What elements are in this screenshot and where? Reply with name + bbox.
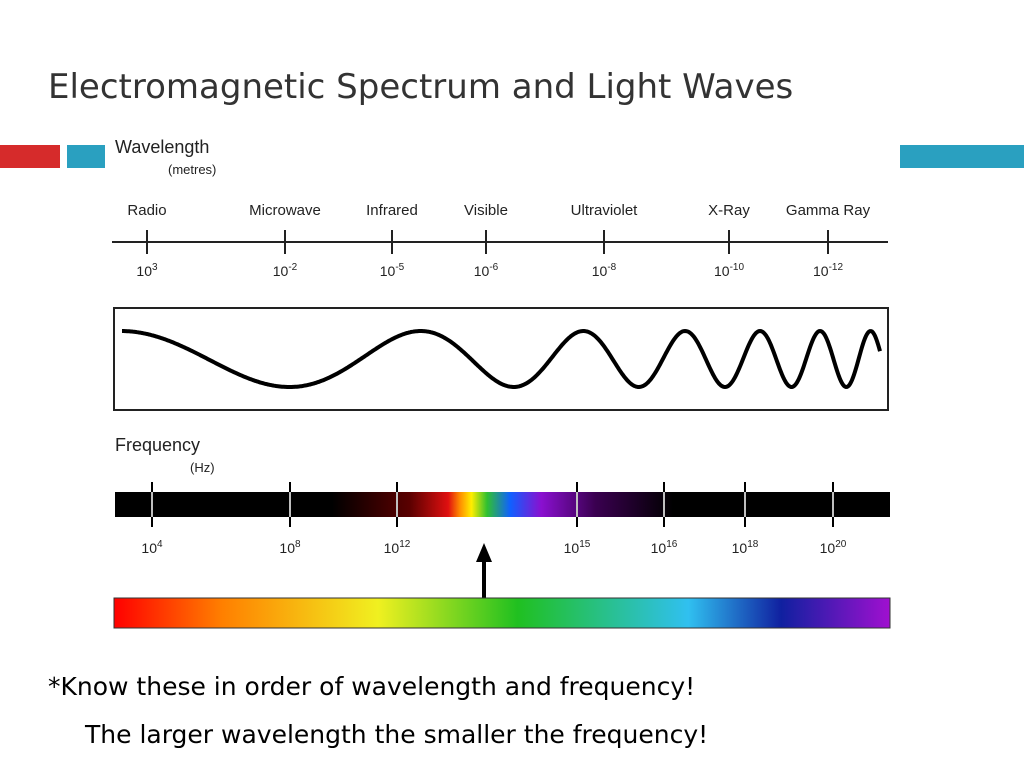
frequency-label: Frequency [115,435,200,455]
accent-bar [67,145,105,168]
wavelength-unit: (metres) [168,162,216,177]
power-label: 104 [141,539,163,556]
power-base: 10 [136,263,152,279]
frequency-unit: (Hz) [190,460,215,475]
note: The larger wavelength the smaller the fr… [84,720,708,749]
wave [122,328,882,390]
band-name: Visible [464,202,508,219]
power-exponent: 4 [157,539,163,550]
power-exponent: -8 [607,262,616,273]
visible-spectrum [113,597,891,629]
power-exponent: -2 [288,262,297,273]
power-base: 10 [564,540,580,556]
power-base: 10 [141,540,157,556]
power-exponent: 20 [835,539,847,550]
power-base: 10 [732,540,748,556]
power-label: 1018 [732,539,759,556]
power-label: 1016 [651,539,678,556]
power-label: 1012 [384,539,411,556]
power-label: 10-5 [380,262,405,279]
power-base: 10 [273,263,289,279]
power-exponent: 18 [747,539,759,550]
power-label: 1020 [820,539,847,556]
power-exponent: -5 [395,262,404,273]
band-name: Infrared [366,202,418,219]
band-name: Gamma Ray [786,202,871,219]
wave-box [113,307,889,411]
wavelength-label: Wavelength [115,137,209,157]
power-base: 10 [474,263,490,279]
accent-bar [0,145,60,168]
power-base: 10 [380,263,396,279]
power-label: 103 [136,262,158,279]
power-base: 10 [279,540,295,556]
power-label: 1015 [564,539,591,556]
spectrum-bar [115,492,890,517]
power-base: 10 [820,540,836,556]
power-label: 10-10 [714,262,744,279]
power-exponent: 16 [666,539,678,550]
slide-title: Electromagnetic Spectrum and Light Waves [48,67,793,107]
band-name: X-Ray [708,202,750,219]
power-base: 10 [813,263,829,279]
power-base: 10 [592,263,608,279]
note: *Know these in order of wavelength and f… [48,672,695,701]
power-base: 10 [714,263,730,279]
power-label: 10-6 [474,262,499,279]
power-exponent: 3 [152,262,158,273]
power-label: 10-12 [813,262,843,279]
power-exponent: -10 [730,262,745,273]
power-label: 10-8 [592,262,617,279]
band-name: Microwave [249,202,321,219]
accent-bar [900,145,1024,168]
power-base: 10 [384,540,400,556]
power-exponent: 12 [399,539,411,550]
power-exponent: 8 [295,539,301,550]
arrow-head [476,543,492,562]
power-exponent: -6 [489,262,498,273]
power-exponent: 15 [579,539,591,550]
power-exponent: -12 [829,262,844,273]
power-label: 10-2 [273,262,298,279]
band-name: Radio [127,202,166,219]
band-name: Ultraviolet [571,202,639,219]
power-label: 108 [279,539,301,556]
power-base: 10 [651,540,667,556]
